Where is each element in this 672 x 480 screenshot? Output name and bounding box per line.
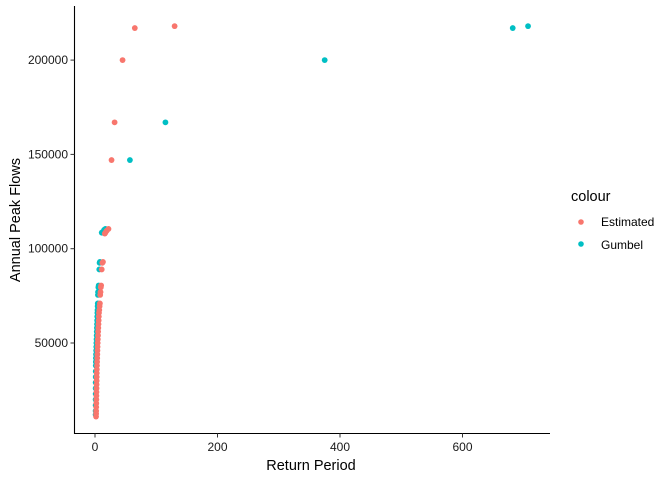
legend-key-gumbel-icon — [578, 241, 584, 247]
data-point — [321, 57, 328, 63]
x-tick-label: 600 — [452, 440, 472, 454]
legend: colour Estimated Gumbel — [571, 189, 654, 252]
x-axis-title: Return Period — [266, 458, 355, 474]
data-point — [97, 292, 104, 298]
data-point — [108, 157, 115, 163]
legend-entry-gumbel: Gumbel — [578, 238, 643, 252]
data-point — [97, 284, 104, 291]
legend-entry-estimated: Estimated — [578, 215, 654, 229]
data-point — [525, 23, 531, 30]
data-point — [101, 230, 108, 237]
y-tick-label: 150000 — [28, 147, 68, 161]
x-tick-label: 200 — [207, 440, 227, 454]
series-gumbel — [92, 23, 531, 418]
data-point — [162, 119, 169, 126]
data-point — [98, 266, 105, 273]
y-axis-ticks: 50000 100000 150000 200000 — [28, 53, 75, 350]
legend-key-estimated-icon — [578, 219, 584, 225]
legend-label-estimated: Estimated — [601, 215, 654, 229]
plot-points — [92, 23, 531, 420]
y-tick-label: 50000 — [35, 336, 69, 350]
data-point — [111, 119, 118, 126]
y-tick-label: 100000 — [28, 242, 68, 256]
data-point — [509, 25, 516, 31]
data-point — [131, 25, 138, 31]
data-point — [127, 157, 133, 163]
legend-title: colour — [571, 189, 611, 205]
y-tick-label: 200000 — [28, 53, 68, 67]
data-point — [93, 413, 99, 420]
data-point — [99, 259, 106, 266]
x-tick-label: 0 — [92, 440, 99, 454]
legend-label-gumbel: Gumbel — [601, 238, 643, 252]
series-estimated — [93, 23, 178, 420]
x-axis-ticks: 0 200 400 600 — [92, 433, 473, 454]
data-point — [171, 23, 178, 30]
x-tick-label: 400 — [330, 440, 350, 454]
data-point — [119, 57, 126, 63]
y-axis-title: Annual Peak Flows — [8, 158, 24, 282]
